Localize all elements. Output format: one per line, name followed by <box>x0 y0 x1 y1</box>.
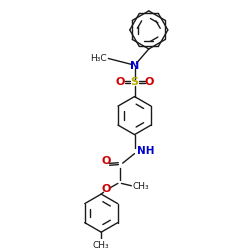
Text: NH: NH <box>137 146 154 156</box>
Text: H₃C: H₃C <box>90 54 107 63</box>
Text: CH₃: CH₃ <box>132 182 149 192</box>
Text: O: O <box>144 77 154 87</box>
Text: S: S <box>130 77 138 87</box>
Text: CH₃: CH₃ <box>93 241 110 250</box>
Text: N: N <box>130 60 139 70</box>
Text: O: O <box>101 156 111 166</box>
Text: O: O <box>116 77 125 87</box>
Text: O: O <box>101 184 111 194</box>
